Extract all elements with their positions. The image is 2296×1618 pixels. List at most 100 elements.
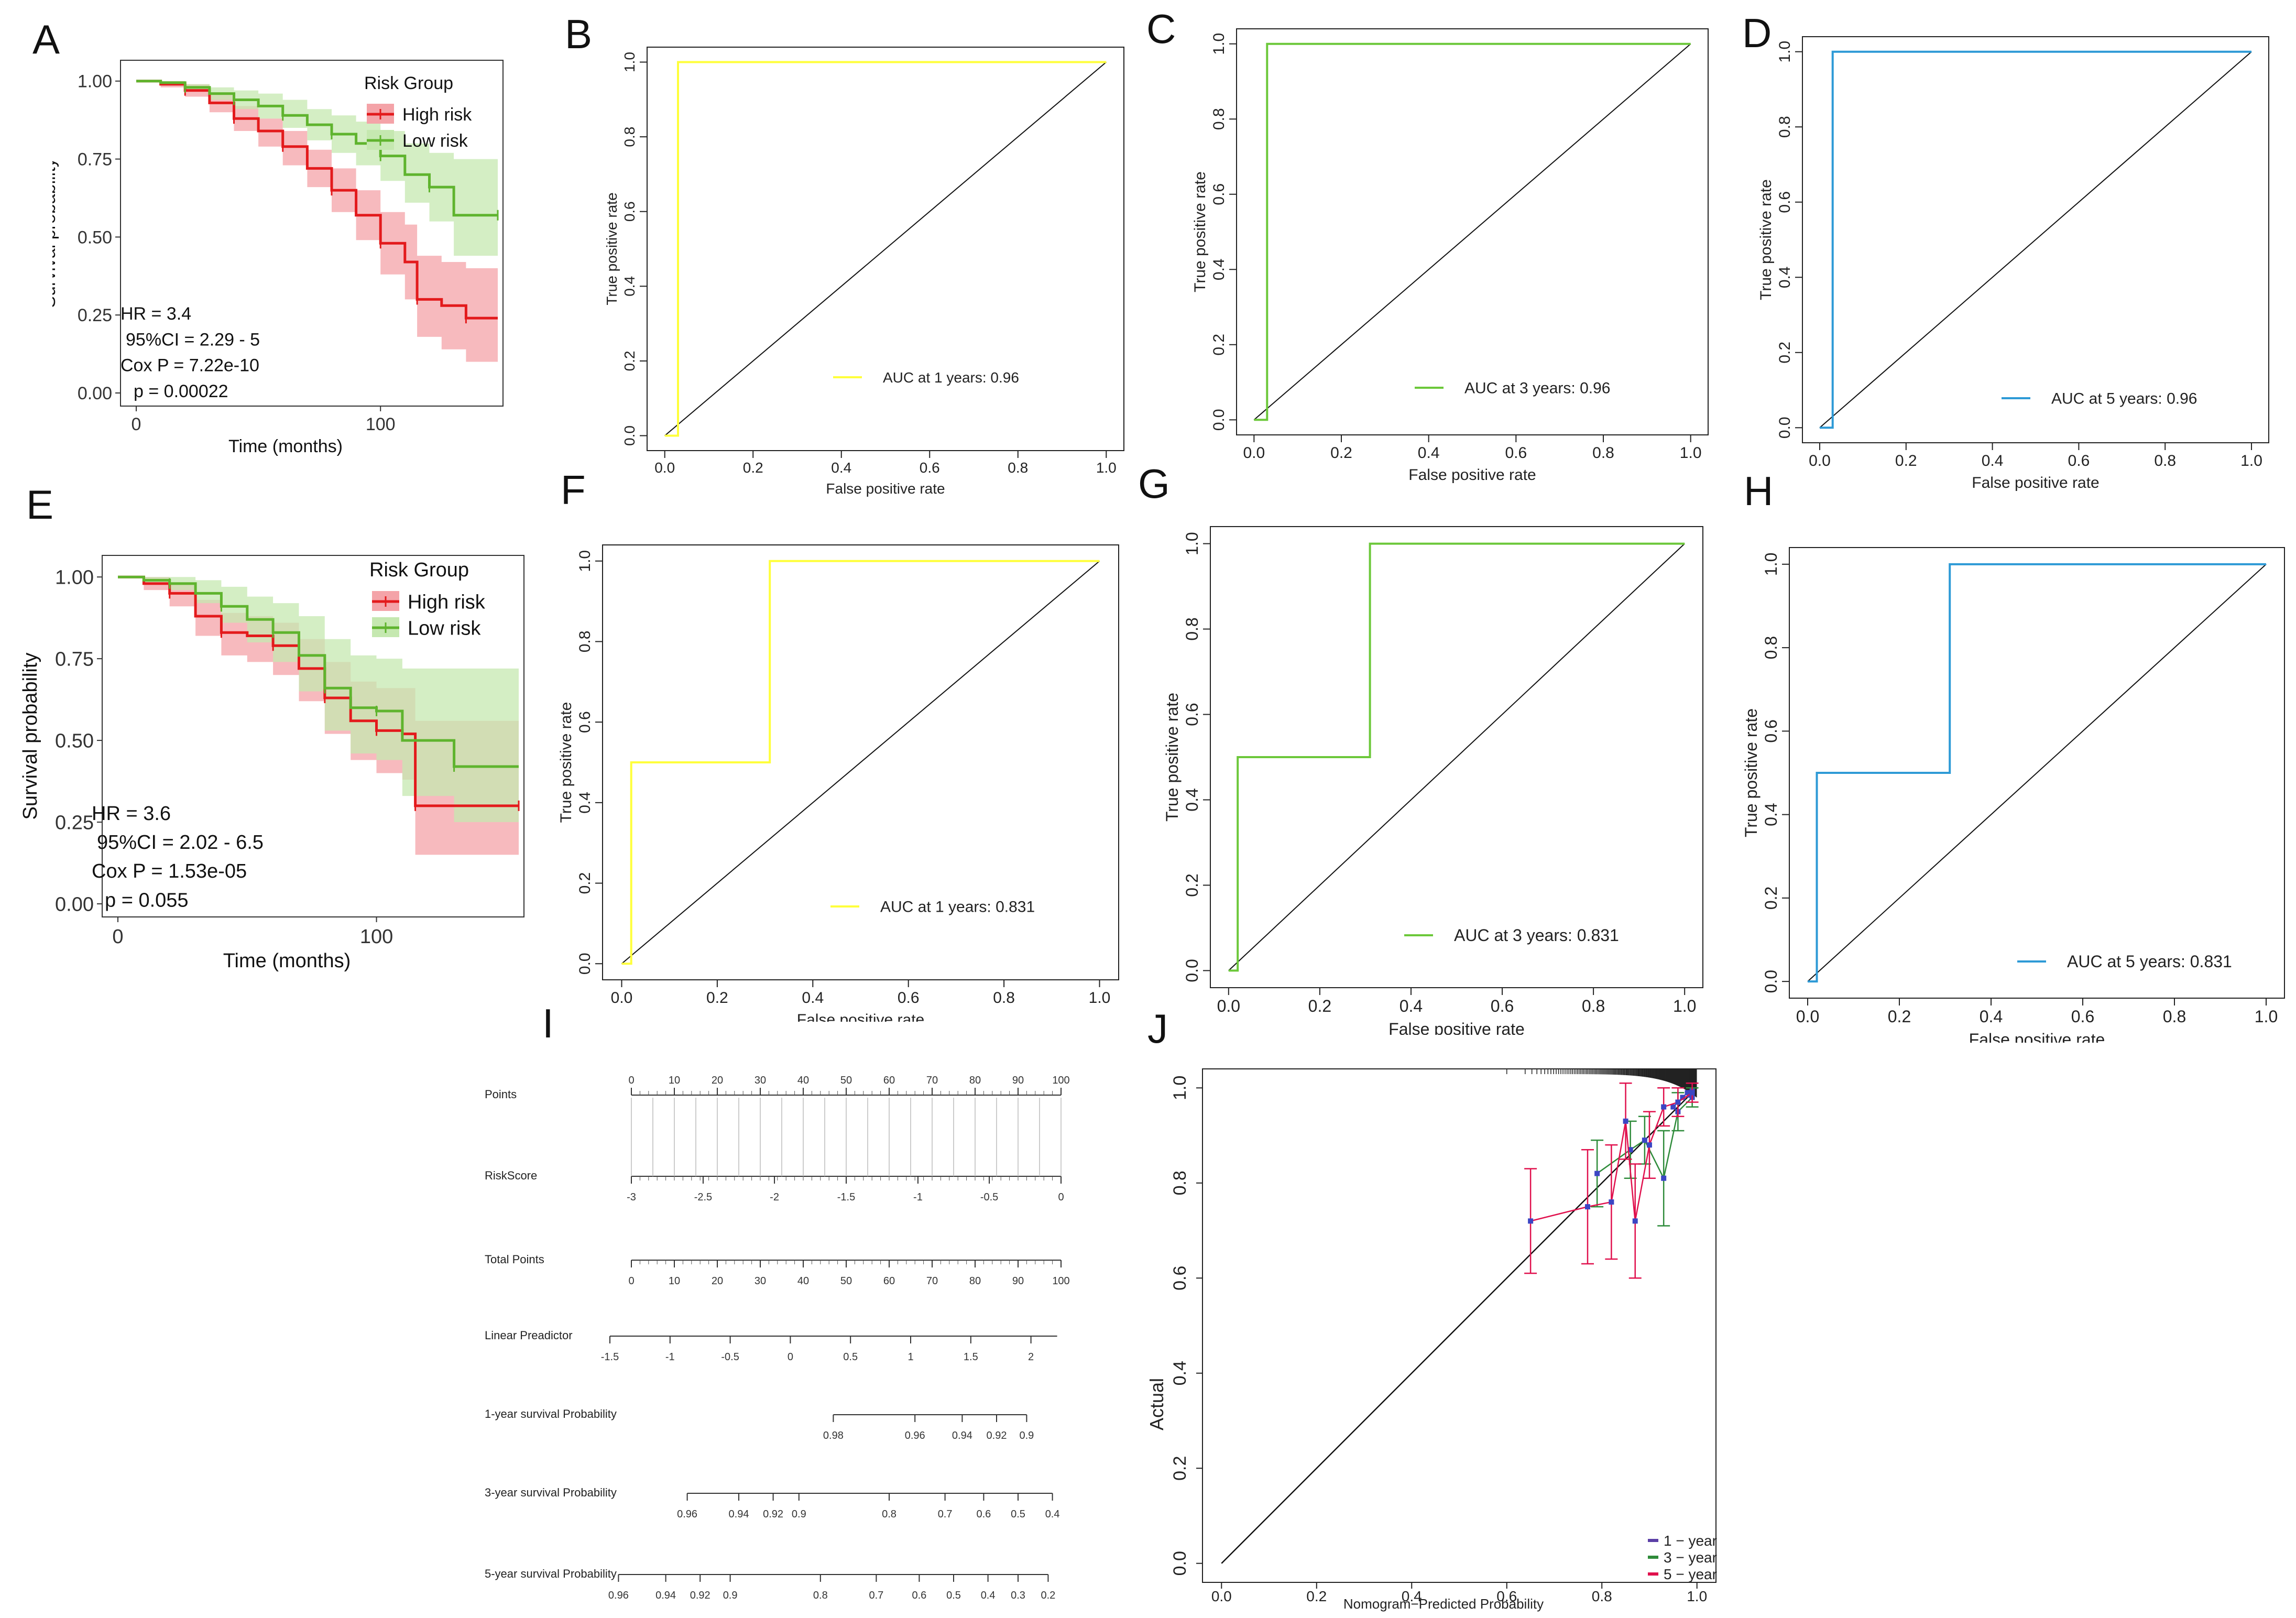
km-a-curve (136, 80, 498, 320)
nomogram-row-label: 1-year survival Probability (485, 1407, 617, 1420)
km-e-y-axis-label: Survival probability (19, 653, 41, 820)
calibration-point (1675, 1099, 1681, 1105)
km-e-y-tick-label: 0.00 (55, 893, 94, 915)
roc-c-x-tick-label: 0.4 (1418, 444, 1440, 462)
roc-g-y-tick-label: 0.2 (1183, 873, 1201, 897)
roc-g-x-tick-label: 0.6 (1491, 997, 1514, 1015)
roc-d-reference-line (1819, 51, 2252, 429)
roc-h-x-tick-label: 0.0 (1796, 1007, 1819, 1026)
roc-b-y-tick-label: 0.8 (621, 127, 638, 147)
roc-g-x-tick-label: 0.8 (1582, 997, 1605, 1015)
nomogram-row-label: RiskScore (485, 1169, 537, 1182)
km-e-annotation: HR = 3.6 (92, 803, 171, 825)
roc-h-y-tick-label: 0.0 (1762, 970, 1780, 993)
nomogram-tick-label: 1 (908, 1351, 913, 1363)
roc-f-y-tick-label: 0.6 (576, 711, 594, 733)
nomogram-tick-label: 10 (669, 1275, 680, 1287)
roc-c-y-tick-label: 1.0 (1210, 33, 1228, 55)
roc-g-reference-line (1228, 543, 1685, 971)
calibration-point (1623, 1118, 1628, 1124)
roc-b-x-tick-label: 0.6 (920, 460, 940, 476)
roc-g-y-tick-label: 1.0 (1183, 532, 1201, 555)
nomogram-tick-label: 0 (628, 1275, 634, 1287)
roc-c-y-tick-label: 0.0 (1210, 409, 1228, 431)
nomogram-tick-label: -2.5 (694, 1191, 712, 1203)
roc-f-y-tick-label: 0.4 (576, 792, 594, 814)
roc-f-x-tick-label: 0.0 (611, 989, 633, 1007)
roc-g-x-tick-label: 1.0 (1673, 997, 1696, 1015)
km-a-ci-band (136, 81, 498, 256)
roc-plot-validation-1yr-svg: 0.0 0.0 0.2 0.2 0.4 0.4 0.6 0.6 0.8 0.8 1.0 1.0 Fals… (557, 544, 1119, 1022)
nomogram-row-label: Points (485, 1088, 517, 1101)
nomogram-tick-label: 0.92 (763, 1508, 783, 1520)
km-e-y-tick-label: 1.00 (55, 566, 94, 588)
calibration-y-axis-label: Actual (1146, 1378, 1167, 1430)
nomogram-tick-label: 50 (840, 1075, 852, 1086)
nomogram-row-label: Total Points (485, 1253, 544, 1266)
roc-g-x-tick-label: 0.4 (1400, 997, 1423, 1015)
nomogram-tick-label: 50 (840, 1275, 852, 1287)
roc-plot-training-1yr: 0.0 0.0 0.2 0.2 0.4 0.4 0.6 0.6 0.8 0.8 1.0 1.0 Fals… (597, 31, 1132, 503)
roc-c-y-tick-label: 0.6 (1210, 183, 1228, 205)
nomogram-tick-label: 60 (883, 1075, 895, 1086)
km-e-legend-entry: High risk (408, 591, 486, 613)
roc-b-reference-line (664, 61, 1107, 436)
calibration-point (1689, 1090, 1695, 1096)
roc-f-x-tick-label: 0.8 (993, 989, 1015, 1007)
km-e-curve (118, 575, 519, 768)
roc-b-y-tick-label: 0.0 (621, 425, 638, 446)
nomogram-row-label: Linear Preadictor (485, 1329, 573, 1342)
roc-c-x-tick-label: 0.6 (1505, 444, 1527, 462)
roc-plot-training-3yr: 0.0 0.0 0.2 0.2 0.4 0.4 0.6 0.6 0.8 0.8 1.0 1.0 Fals… (1168, 21, 1713, 493)
calibration-point (1594, 1171, 1600, 1176)
nomogram-tick-label: 90 (1012, 1075, 1024, 1086)
nomogram-tick-label: 0.8 (882, 1508, 896, 1520)
nomogram-tick-label: 0.9 (1019, 1430, 1034, 1441)
calibration-point (1680, 1095, 1686, 1100)
km-a-annotation: p = 0.00022 (134, 381, 228, 401)
nomogram-tick-label: 0.8 (813, 1590, 828, 1601)
nomogram-tick-label: 40 (797, 1275, 809, 1287)
roc-h-y-tick-label: 0.8 (1762, 636, 1780, 659)
nomogram-tick-label: -0.5 (980, 1191, 998, 1203)
nomogram-tick-label: 0.96 (608, 1590, 629, 1601)
nomogram-tick-label: 0.94 (729, 1508, 749, 1520)
calibration-point (1642, 1138, 1647, 1143)
calibration-x-tick-label: 0.8 (1592, 1588, 1612, 1604)
roc-b-x-tick-label: 1.0 (1096, 460, 1117, 476)
calibration-point (1632, 1218, 1638, 1224)
nomogram-row-label: 3-year survival Probability (485, 1486, 617, 1499)
nomogram-tick-label: 0.9 (792, 1508, 806, 1520)
roc-plot-validation-5yr-svg: 0.0 0.0 0.2 0.2 0.4 0.4 0.6 0.6 0.8 0.8 1.0 1.0 Fals… (1742, 547, 2285, 1043)
nomogram-tick-label: 70 (926, 1275, 938, 1287)
km-a-legend-entry: Low risk (402, 131, 468, 151)
panel-label-f: F (561, 467, 586, 513)
nomogram-tick-label: 0.94 (952, 1430, 972, 1441)
calibration-x-tick-label: 0.2 (1306, 1588, 1327, 1604)
roc-g-y-axis-label: True positive rate (1163, 693, 1182, 822)
roc-plot-validation-3yr: 0.0 0.0 0.2 0.2 0.4 0.4 0.6 0.6 0.8 0.8 1.0 1.0 Fals… (1137, 516, 1708, 1035)
roc-d-y-axis-label: True positive rate (1757, 179, 1775, 300)
roc-plot-training-3yr-svg: 0.0 0.0 0.2 0.2 0.4 0.4 0.6 0.6 0.8 0.8 1.0 1.0 Fals… (1191, 28, 1709, 484)
roc-b-y-axis-label: True positive rate (604, 192, 620, 305)
roc-d-legend-text: AUC at 5 years: 0.96 (2051, 390, 2197, 408)
roc-d-x-tick-label: 0.4 (1982, 452, 2004, 469)
roc-d-x-tick-label: 0.6 (2068, 452, 2090, 469)
roc-c-frame (1236, 28, 1709, 435)
km-e-legend-entry: Low risk (408, 617, 481, 639)
km-e-annotation: Cox P = 1.53e-05 (92, 860, 247, 882)
roc-c-legend-text: AUC at 3 years: 0.96 (1464, 380, 1610, 397)
roc-f-y-tick-label: 0.2 (576, 872, 594, 894)
calibration-point (1670, 1104, 1676, 1110)
roc-c-y-tick-label: 0.8 (1210, 108, 1228, 130)
roc-b-y-tick-label: 0.4 (621, 276, 638, 297)
roc-d-x-tick-label: 0.8 (2154, 452, 2176, 469)
roc-plot-validation-5yr: 0.0 0.0 0.2 0.2 0.4 0.4 0.6 0.6 0.8 0.8 1.0 1.0 Fals… (1724, 527, 2290, 1043)
roc-c-curve (1254, 42, 1691, 421)
roc-h-x-tick-label: 1.0 (2255, 1007, 2278, 1026)
roc-f-reference-line (621, 560, 1100, 965)
roc-g-y-tick-label: 0.8 (1183, 617, 1201, 640)
km-e-annotation: 95%CI = 2.02 - 6.5 (97, 832, 264, 854)
calibration-point (1661, 1175, 1667, 1181)
